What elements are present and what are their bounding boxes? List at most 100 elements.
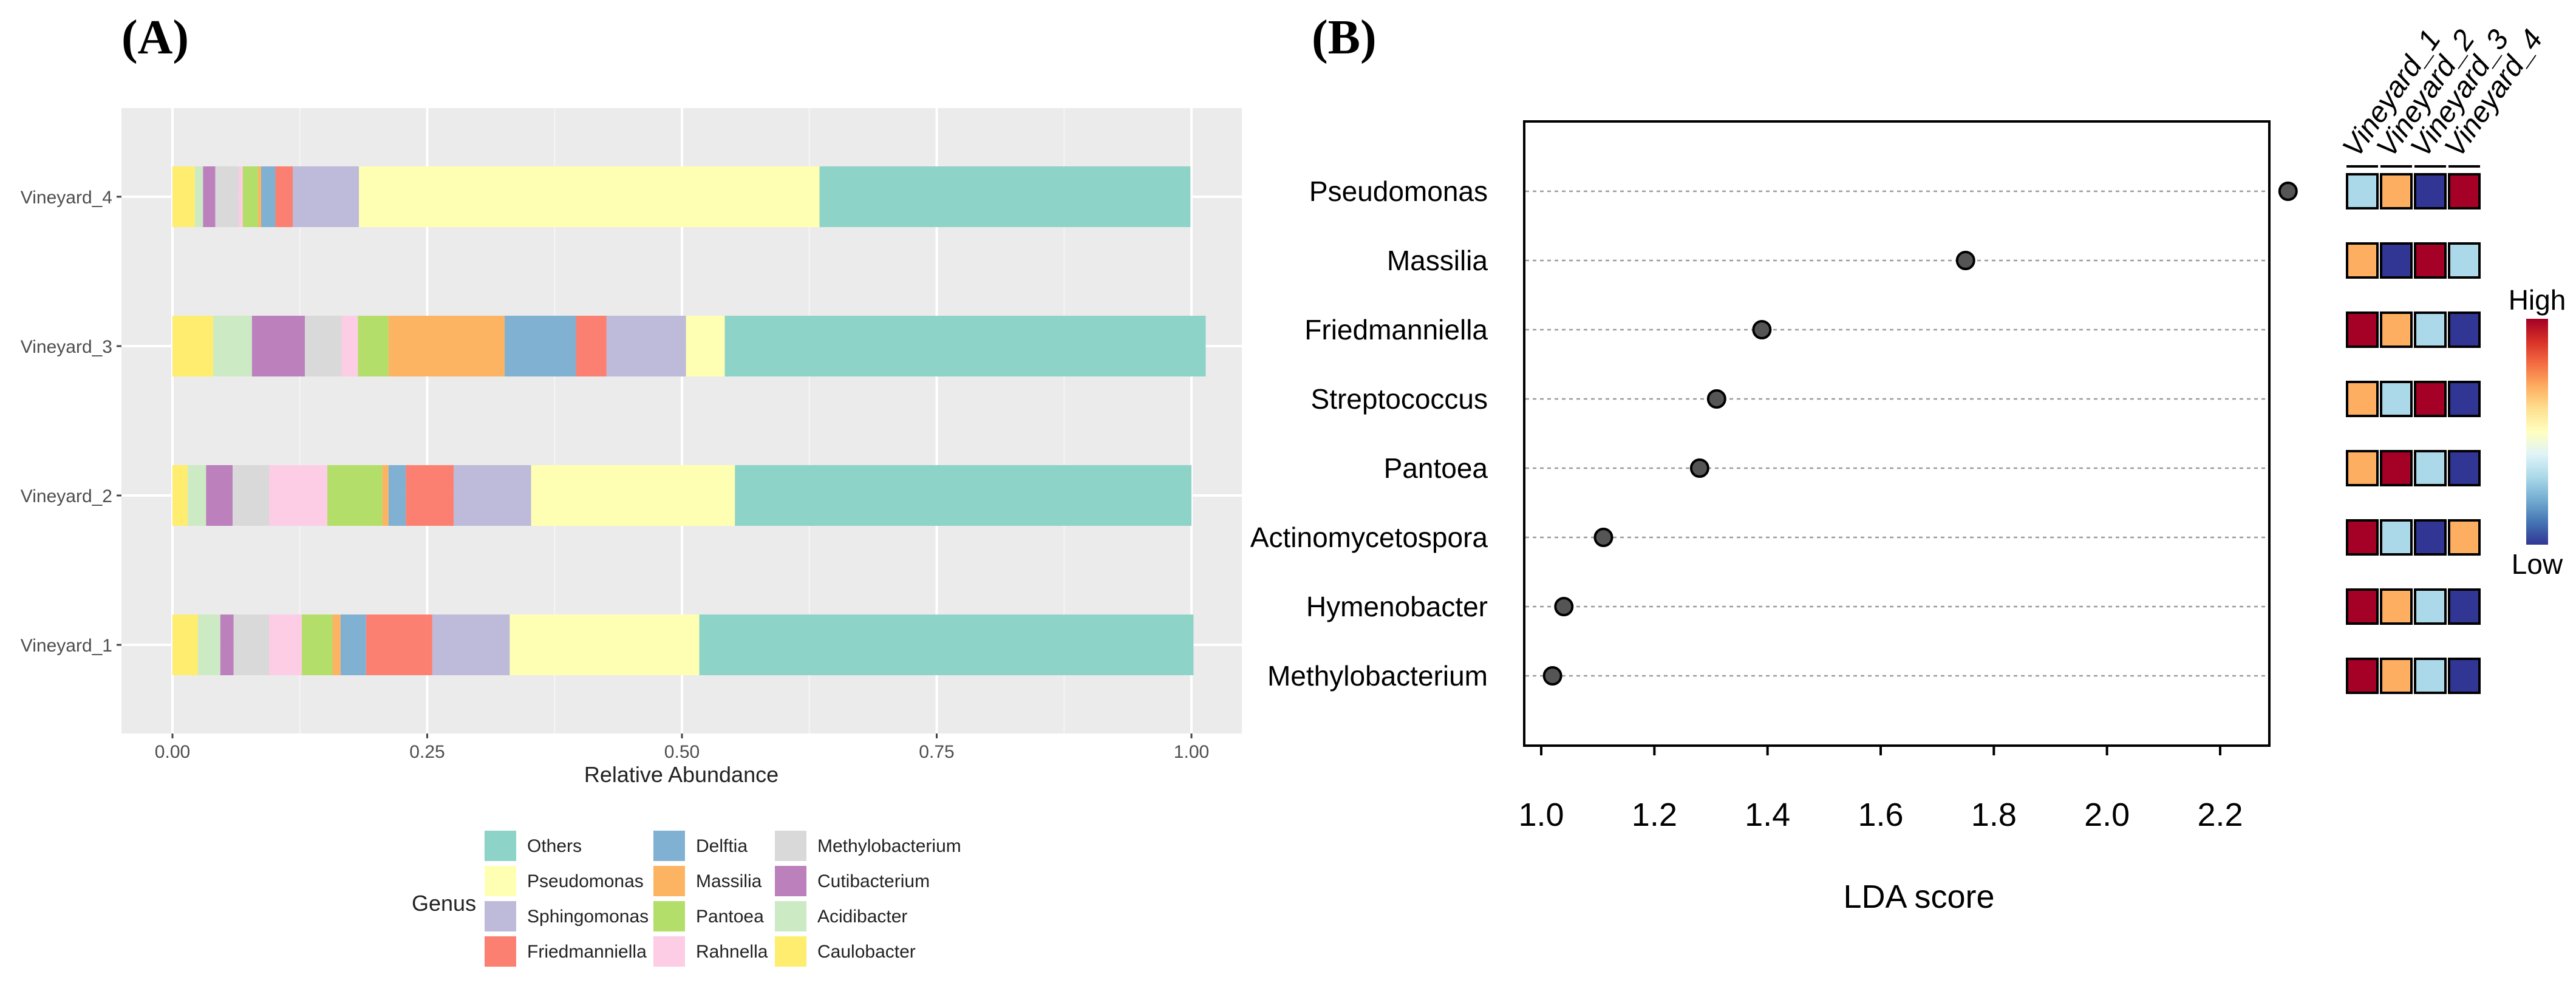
legend-label-friedmanniella: Friedmanniella bbox=[527, 942, 647, 962]
legend-label-methylobacterium: Methylobacterium bbox=[817, 836, 961, 856]
heatmap-cell-streptococcus-vineyard-1 bbox=[2346, 381, 2379, 417]
colorbar bbox=[2526, 319, 2548, 545]
panel-a-label: (A) bbox=[121, 11, 189, 64]
lda-point-pseudomonas bbox=[2278, 182, 2298, 201]
bar-segment-caulobacter-vineyard-1 bbox=[172, 614, 198, 675]
x-tick-label: 1.4 bbox=[1745, 797, 1790, 833]
bar-segment-massilia-vineyard-4 bbox=[257, 166, 261, 227]
stacked-bar-chart: Vineyard_1 Vineyard_2 Vineyard_3 Vineyard_4… bbox=[21, 108, 1242, 787]
bar-segment-friedmanniella-vineyard-1 bbox=[366, 614, 432, 675]
legend-key-delftia bbox=[653, 831, 685, 861]
taxon-label-hymenobacter: Hymenobacter bbox=[1306, 591, 1488, 622]
lda-point-friedmanniella bbox=[1752, 320, 1772, 339]
heatmap-cell-pseudomonas-vineyard-4 bbox=[2448, 173, 2481, 209]
taxon-label-pantoea: Pantoea bbox=[1384, 452, 1488, 484]
y-tick-label: Vineyard_2 bbox=[21, 486, 112, 506]
heatmap-cell-streptococcus-vineyard-3 bbox=[2414, 381, 2447, 417]
bar-segment-rahnella-vineyard-4 bbox=[239, 166, 243, 227]
x-tick-label: 1.2 bbox=[1632, 797, 1677, 833]
plot-frame bbox=[1523, 120, 2271, 747]
heatmap-cell-pseudomonas-vineyard-1 bbox=[2346, 173, 2379, 209]
bar-segment-cutibacterium-vineyard-2 bbox=[206, 465, 233, 526]
heatmap-cell-massilia-vineyard-4 bbox=[2448, 242, 2481, 279]
legend-label-acidibacter: Acidibacter bbox=[817, 907, 907, 927]
heatmap-cell-pantoea-vineyard-4 bbox=[2448, 450, 2481, 486]
bar-segment-caulobacter-vineyard-4 bbox=[172, 166, 195, 227]
bar-segment-delftia-vineyard-2 bbox=[388, 465, 406, 526]
bar-segment-sphingomonas-vineyard-1 bbox=[432, 614, 510, 675]
bar-segment-sphingomonas-vineyard-3 bbox=[606, 316, 686, 376]
bar-segment-rahnella-vineyard-3 bbox=[341, 316, 358, 376]
x-axis-title: Relative Abundance bbox=[584, 762, 779, 787]
bar-segment-friedmanniella-vineyard-4 bbox=[275, 166, 293, 227]
x-tick-label: 0.25 bbox=[409, 742, 445, 762]
bar-segment-massilia-vineyard-2 bbox=[382, 465, 389, 526]
bar-segment-pantoea-vineyard-4 bbox=[242, 166, 258, 227]
colorbar-low-label: Low bbox=[2512, 548, 2563, 580]
x-tick-label: 0.00 bbox=[155, 742, 190, 762]
x-tick-label: 1.6 bbox=[1858, 797, 1903, 833]
bar-segment-caulobacter-vineyard-3 bbox=[172, 316, 214, 376]
legend-key-pantoea bbox=[653, 901, 685, 931]
heatmap-cell-massilia-vineyard-2 bbox=[2380, 242, 2413, 279]
bar-segment-methylobacterium-vineyard-4 bbox=[215, 166, 239, 227]
legend-label-pseudomonas: Pseudomonas bbox=[527, 871, 644, 891]
heatmap-cell-streptococcus-vineyard-4 bbox=[2448, 381, 2481, 417]
x-tick-label: 2.2 bbox=[2197, 797, 2243, 833]
heatmap-cell-actinomycetospora-vineyard-2 bbox=[2380, 519, 2413, 556]
y-tick-label: Vineyard_1 bbox=[21, 636, 112, 656]
bar-segment-acidibacter-vineyard-1 bbox=[197, 614, 220, 675]
bar-segment-others-vineyard-3 bbox=[724, 316, 1206, 376]
heatmap-cell-friedmanniella-vineyard-3 bbox=[2414, 311, 2447, 348]
bar-segment-delftia-vineyard-1 bbox=[340, 614, 366, 675]
legend-label-cutibacterium: Cutibacterium bbox=[817, 871, 930, 891]
bar-segment-friedmanniella-vineyard-2 bbox=[406, 465, 454, 526]
heatmap-cell-friedmanniella-vineyard-4 bbox=[2448, 311, 2481, 348]
bar-segment-rahnella-vineyard-2 bbox=[269, 465, 328, 526]
x-axis-title: LDA score bbox=[1843, 879, 1994, 915]
bar-segment-acidibacter-vineyard-2 bbox=[188, 465, 206, 526]
legend-key-caulobacter bbox=[775, 936, 806, 967]
legend-title: Genus bbox=[412, 891, 476, 916]
bar-segment-pseudomonas-vineyard-1 bbox=[509, 614, 700, 675]
heatmap-cell-hymenobacter-vineyard-4 bbox=[2448, 588, 2481, 625]
x-tick-label: 0.50 bbox=[664, 742, 700, 762]
x-tick-label: 1.00 bbox=[1174, 742, 1209, 762]
bar-segment-others-vineyard-2 bbox=[735, 465, 1191, 526]
x-tick-label: 2.0 bbox=[2084, 797, 2130, 833]
bar-segment-pseudomonas-vineyard-4 bbox=[359, 166, 820, 227]
lda-point-methylobacterium bbox=[1542, 666, 1562, 686]
legend-key-cutibacterium bbox=[775, 866, 806, 896]
legend-label-sphingomonas: Sphingomonas bbox=[527, 907, 649, 927]
bar-segment-sphingomonas-vineyard-4 bbox=[293, 166, 359, 227]
heatmap-cell-pseudomonas-vineyard-3 bbox=[2414, 173, 2447, 209]
heatmap-cell-pseudomonas-vineyard-2 bbox=[2380, 173, 2413, 209]
legend-key-rahnella bbox=[653, 936, 685, 967]
legend-key-sphingomonas bbox=[485, 901, 516, 931]
heatmap-cell-methylobacterium-vineyard-2 bbox=[2380, 658, 2413, 694]
legend-label-delftia: Delftia bbox=[696, 836, 748, 856]
heatmap-cell-streptococcus-vineyard-2 bbox=[2380, 381, 2413, 417]
heatmap-cell-massilia-vineyard-3 bbox=[2414, 242, 2447, 279]
x-tick-label: 1.0 bbox=[1518, 797, 1564, 833]
y-tick-label: Vineyard_4 bbox=[21, 188, 112, 208]
panel-b-label: (B) bbox=[1312, 11, 1377, 64]
heatmap-cell-pantoea-vineyard-2 bbox=[2380, 450, 2413, 486]
heatmap-cell-methylobacterium-vineyard-3 bbox=[2414, 658, 2447, 694]
x-tick-label: 1.8 bbox=[1971, 797, 2017, 833]
heatmap-cell-massilia-vineyard-1 bbox=[2346, 242, 2379, 279]
colorbar-legend: High Low bbox=[2509, 284, 2566, 580]
bar-segment-methylobacterium-vineyard-2 bbox=[233, 465, 270, 526]
heatmap-cell-actinomycetospora-vineyard-3 bbox=[2414, 519, 2447, 556]
legend-label-massilia: Massilia bbox=[696, 871, 762, 891]
heatmap-cell-hymenobacter-vineyard-2 bbox=[2380, 588, 2413, 625]
lda-point-streptococcus bbox=[1706, 389, 1726, 409]
bar-segment-sphingomonas-vineyard-2 bbox=[454, 465, 531, 526]
bar-segment-methylobacterium-vineyard-3 bbox=[305, 316, 342, 376]
taxon-label-actinomycetospora: Actinomycetospora bbox=[1250, 522, 1488, 553]
bar-segment-others-vineyard-4 bbox=[819, 166, 1191, 227]
heatmap-cell-hymenobacter-vineyard-3 bbox=[2414, 588, 2447, 625]
lda-point-pantoea bbox=[1689, 458, 1709, 478]
